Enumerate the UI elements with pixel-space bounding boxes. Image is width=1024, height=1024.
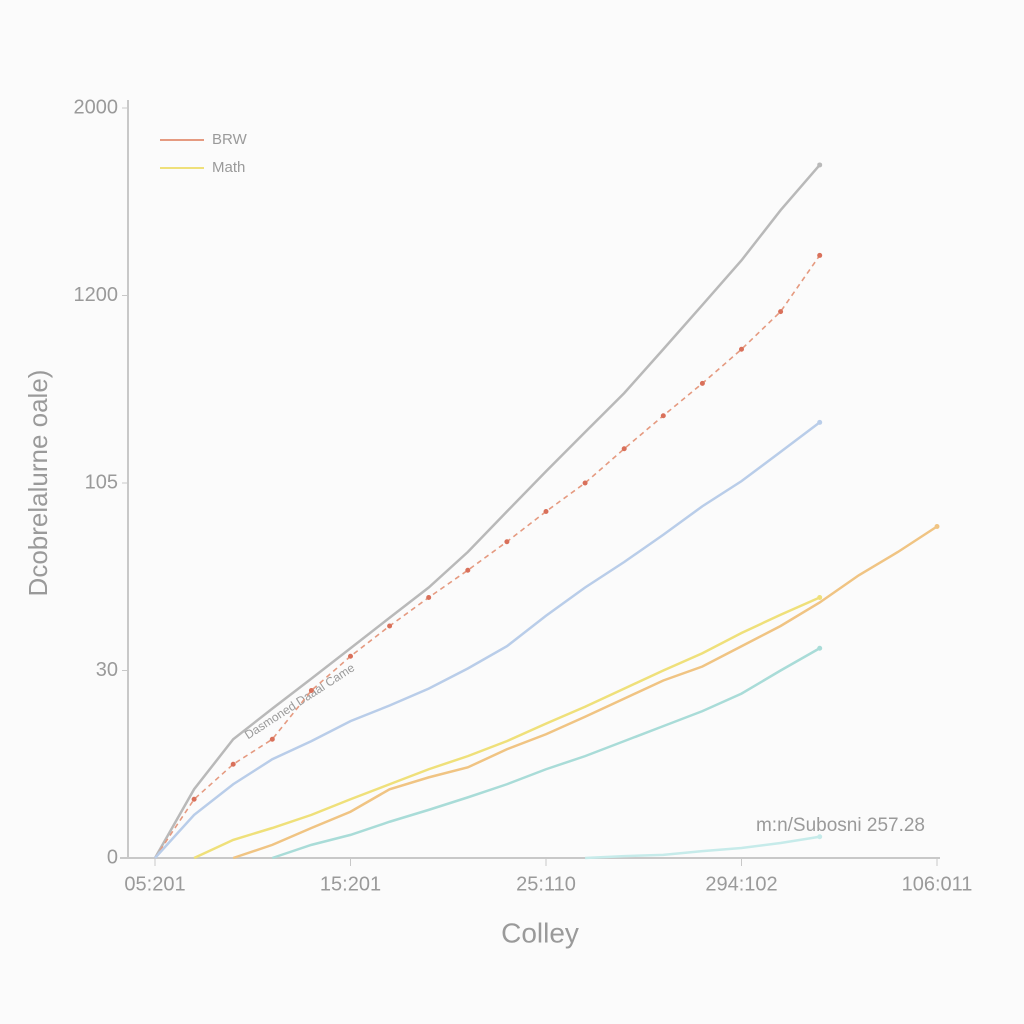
x-axis-label: Colley	[501, 917, 579, 948]
x-tick-label: 294:102	[705, 873, 777, 895]
legend-label: BRW	[212, 131, 248, 148]
series-line	[193, 596, 821, 860]
point	[660, 413, 666, 419]
x-tick-label: 15:201	[320, 873, 381, 895]
point	[348, 653, 353, 659]
y-axis-label: Dcobrelalurne oale)	[23, 370, 53, 597]
point	[543, 509, 549, 514]
y-tick-label: 0	[107, 846, 118, 868]
x-tick-label: 05:201	[124, 873, 185, 895]
point	[817, 252, 823, 258]
note: m:n/Subosni 257.28	[756, 815, 925, 836]
end-point	[817, 419, 823, 425]
y-tick-label: 1200	[74, 284, 119, 306]
point	[308, 688, 314, 693]
x-tick-label: 25:110	[516, 873, 576, 895]
annotation: Dasmoned Daaal Came	[242, 660, 357, 742]
point	[582, 480, 588, 486]
point	[269, 736, 275, 742]
end-point	[817, 645, 823, 651]
series-line	[154, 254, 821, 859]
series-line	[154, 421, 821, 859]
end-point	[934, 524, 940, 529]
series-line	[232, 525, 938, 860]
point	[699, 380, 705, 386]
point	[778, 309, 784, 315]
point	[504, 539, 510, 545]
end-point	[817, 834, 823, 840]
point	[465, 567, 471, 573]
y-tick-label: 2000	[74, 96, 119, 118]
y-tick-label: 30	[96, 659, 118, 681]
end-point	[817, 595, 823, 600]
series-line	[585, 835, 820, 860]
series-line	[153, 164, 821, 859]
point	[426, 595, 432, 600]
point	[387, 623, 393, 629]
point	[191, 796, 197, 802]
point	[230, 761, 236, 767]
legend-label: Math	[212, 159, 245, 176]
x-tick-label: 106:011	[902, 873, 973, 895]
point	[739, 346, 744, 352]
y-tick-label: 105	[85, 471, 118, 493]
end-point	[817, 162, 823, 168]
series-line	[271, 647, 821, 860]
point	[621, 446, 627, 452]
